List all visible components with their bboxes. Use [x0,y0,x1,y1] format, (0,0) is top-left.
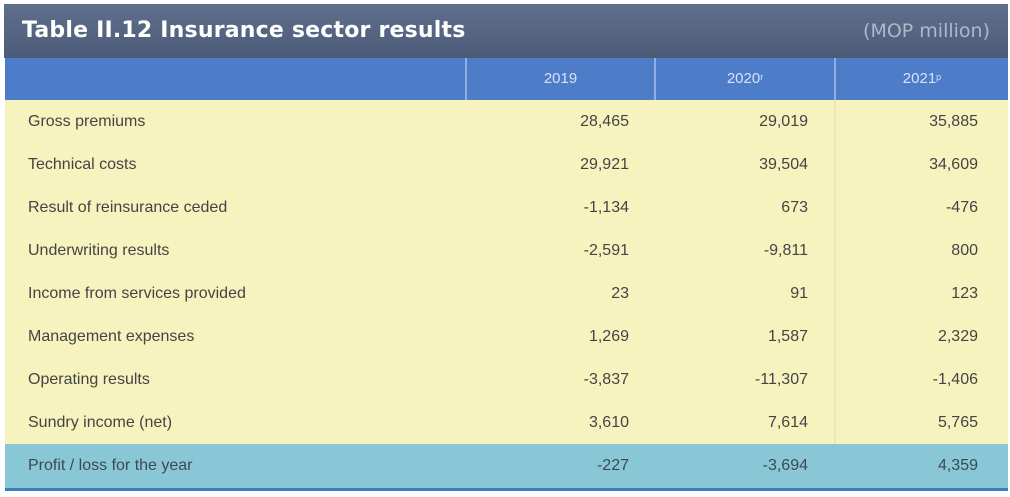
cell-2019: 28,465 [580,113,629,130]
header-2019: 2019 [467,58,654,100]
cell-2021: 5,765 [937,414,978,431]
cell-2021: 800 [951,242,978,259]
row-label: Gross premiums [28,113,146,130]
table-row: Sundry income (net) 3,610 7,614 5,765 [5,401,1008,444]
cell-2019: -2,591 [583,242,629,259]
header-divider [834,58,836,100]
header-divider [654,58,656,100]
row-label: Operating results [28,371,150,388]
table-row: Underwriting results -2,591 -9,811 800 [5,229,1008,272]
cell-2019: -3,837 [583,371,629,388]
total-2019: -227 [596,457,629,474]
cell-2020: 1,587 [767,328,808,345]
cell-2021: -476 [945,199,978,216]
cell-2020: -11,307 [754,371,808,388]
header-label-cell [5,58,465,100]
row-label: Underwriting results [28,242,170,259]
table-body: Gross premiums 28,465 29,019 35,885 Tech… [5,100,1008,444]
header-2020: 2020r [656,58,834,100]
header-mark: r [760,72,764,82]
table-title: Table II.12 Insurance sector results [22,18,466,43]
row-label: Sundry income (net) [28,414,173,431]
table-row: Management expenses 1,269 1,587 2,329 [5,315,1008,358]
column-divider [834,100,836,444]
total-label: Profit / loss for the year [28,457,193,474]
cell-2020: 39,504 [759,156,808,173]
cell-2019: 29,921 [580,156,629,173]
header-mark: p [936,72,942,82]
cell-2020: 7,614 [767,414,808,431]
unit-label: (MOP million) [863,20,990,42]
row-label: Result of reinsurance ceded [28,199,228,216]
table-header-row: 2019 2020r 2021p [5,58,1008,100]
cell-2020: 673 [781,199,808,216]
header-year: 2019 [543,70,578,87]
total-2021: 4,359 [937,457,978,474]
cell-2019: 23 [611,285,629,302]
table-row: Income from services provided 23 91 123 [5,272,1008,315]
cell-2021: -1,406 [932,371,978,388]
header-divider [465,58,467,100]
cell-2021: 34,609 [929,156,978,173]
total-2020: -3,694 [762,457,808,474]
cell-2019: 3,610 [588,414,629,431]
table-row: Gross premiums 28,465 29,019 35,885 [5,100,1008,143]
header-year: 2021 [902,70,937,87]
table-row: Result of reinsurance ceded -1,134 673 -… [5,186,1008,229]
header-year: 2020 [726,70,761,87]
total-row: Profit / loss for the year -227 -3,694 4… [5,444,1008,491]
table-row: Technical costs 29,921 39,504 34,609 [5,143,1008,186]
cell-2021: 2,329 [937,328,978,345]
row-label: Income from services provided [28,285,246,302]
cell-2020: -9,811 [763,242,808,259]
table-title-bar: Table II.12 Insurance sector results (MO… [4,4,1008,58]
cell-2020: 29,019 [759,113,808,130]
insurance-results-table: 2019 2020r 2021p Gross premiums 28,465 2… [5,58,1008,491]
cell-2019: 1,269 [588,328,629,345]
cell-2020: 91 [790,285,808,302]
cell-2021: 123 [951,285,978,302]
row-label: Management expenses [28,328,195,345]
table-row: Operating results -3,837 -11,307 -1,406 [5,358,1008,401]
row-label: Technical costs [28,156,137,173]
cell-2019: -1,134 [583,199,629,216]
cell-2021: 35,885 [929,113,978,130]
header-2021: 2021p [836,58,1008,100]
table-bottom-rule [5,488,1008,491]
